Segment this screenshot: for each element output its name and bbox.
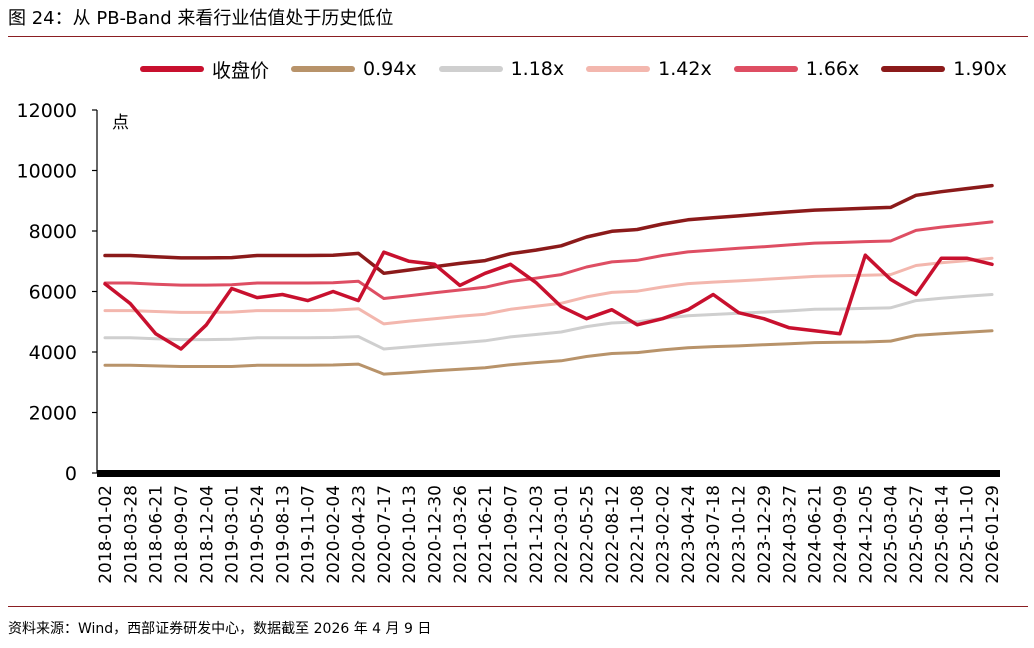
y-tick-label: 2000 <box>29 403 77 425</box>
series-line <box>103 329 994 376</box>
y-tick-label: 4000 <box>29 342 77 364</box>
y-tick-label: 6000 <box>29 282 77 304</box>
x-tick-label: 2023-10-12 <box>730 485 750 584</box>
source-note: 资料来源：Wind，西部证券研发中心，数据截至 2026 年 4 月 9 日 <box>8 621 432 637</box>
x-tick-label: 2018-09-07 <box>172 485 192 584</box>
series-line <box>103 293 994 351</box>
legend-label: 收盘价 <box>212 59 270 82</box>
series-line <box>103 183 994 276</box>
legend-swatch <box>881 66 946 72</box>
x-tick-label: 2021-12-03 <box>527 485 547 584</box>
legend-item: 收盘价 <box>140 56 269 83</box>
x-tick-label: 2019-08-13 <box>273 485 293 584</box>
legend-label: 1.18x <box>510 58 565 80</box>
x-tick-label: 2020-12-30 <box>425 485 445 584</box>
x-axis: 2018-01-02 2018-03-28 2018-06-21 2018-09-07… <box>96 470 1003 584</box>
x-tick-label: 2021-03-26 <box>451 485 471 584</box>
x-tick-label: 2020-04-23 <box>349 485 369 584</box>
x-tick-label: 2022-05-25 <box>578 485 598 584</box>
x-tick-label: 2023-12-29 <box>755 485 775 584</box>
legend-swatch <box>733 66 798 72</box>
y-tick-label: 10000 <box>17 161 77 183</box>
y-axis-label: 点 <box>112 113 129 133</box>
x-tick-label: 2018-01-02 <box>96 485 116 584</box>
x-tick-label: 2023-07-18 <box>704 485 724 584</box>
legend-item: 1.90x <box>881 58 1007 80</box>
x-tick-label: 2023-02-02 <box>654 485 674 584</box>
legend-label: 1.66x <box>805 58 860 80</box>
x-tick-label: 2025-11-10 <box>958 485 978 584</box>
x-tick-label: 2018-06-21 <box>147 485 167 584</box>
legend-item: 1.66x <box>733 58 860 80</box>
x-axis-line <box>97 470 1000 477</box>
x-tick-label: 2019-03-01 <box>223 485 243 584</box>
legend-item: 1.18x <box>438 58 565 80</box>
x-tick-label: 2018-03-28 <box>121 485 141 584</box>
legend-swatch <box>438 66 503 72</box>
y-tick-label: 0 <box>65 463 77 485</box>
y-tick-label: 12000 <box>17 100 77 122</box>
legend-item: 0.94x <box>291 58 417 80</box>
x-tick-label: 2024-03-27 <box>780 485 800 584</box>
x-tick-label: 2021-06-21 <box>476 485 496 584</box>
x-tick-label: 2022-08-12 <box>603 485 623 584</box>
x-tick-label: 2021-09-07 <box>501 485 521 584</box>
legend-label: 1.42x <box>658 58 712 80</box>
chart-legend: 收盘价 0.94x 1.18x 1.42x 1.66x 1.90x <box>140 56 1007 83</box>
x-tick-label: 2024-09-09 <box>831 485 851 584</box>
legend-swatch <box>140 66 204 72</box>
x-tick-label: 2024-12-05 <box>856 485 876 584</box>
x-tick-label: 2025-08-14 <box>932 485 952 584</box>
x-tick-label: 2026-01-29 <box>983 485 1003 584</box>
title-divider <box>8 36 1028 37</box>
x-tick-label: 2019-05-24 <box>248 485 268 584</box>
x-tick-label: 2020-07-17 <box>375 485 395 584</box>
x-tick-label: 2019-11-07 <box>299 485 319 584</box>
x-tick-label: 2020-02-04 <box>324 485 344 584</box>
y-axis: 0 2000 4000 6000 8000 10000 12000 <box>17 100 98 485</box>
chart-title: 图 24：从 PB-Band 来看行业估值处于历史低位 <box>8 8 394 29</box>
legend-swatch <box>291 66 356 72</box>
plot-area <box>103 183 994 376</box>
legend-item: 1.42x <box>586 58 712 80</box>
legend-label: 1.90x <box>953 58 1007 80</box>
legend-label: 0.94x <box>363 58 417 80</box>
x-tick-label: 2018-12-04 <box>197 485 217 584</box>
x-tick-label: 2020-10-13 <box>400 485 420 584</box>
x-tick-label: 2022-11-08 <box>628 485 648 584</box>
series-line <box>103 220 994 300</box>
x-tick-label: 2024-06-21 <box>806 485 826 584</box>
source-divider <box>8 606 1028 607</box>
x-tick-label: 2025-05-27 <box>907 485 927 584</box>
x-tick-label: 2025-03-04 <box>882 485 902 584</box>
series-line <box>103 250 994 351</box>
y-tick-label: 8000 <box>29 221 77 243</box>
legend-swatch <box>586 66 651 72</box>
x-tick-label: 2023-04-24 <box>679 485 699 584</box>
series-line <box>103 256 994 326</box>
x-tick-label: 2022-03-01 <box>552 485 572 584</box>
